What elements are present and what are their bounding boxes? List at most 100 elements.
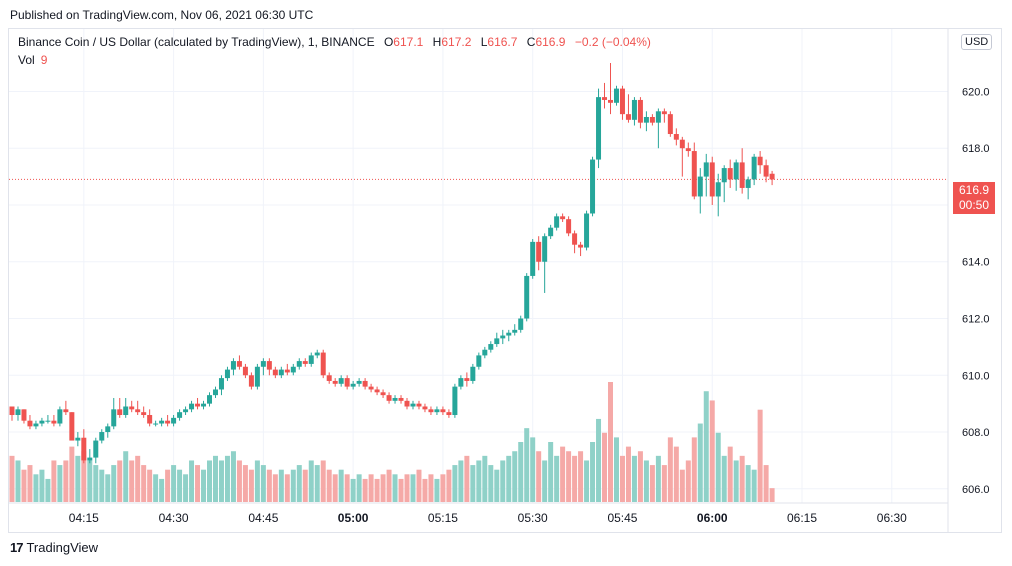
candle-body — [393, 398, 398, 401]
x-tick-label: 05:45 — [607, 511, 637, 525]
volume-bar — [153, 474, 158, 502]
candle-body — [135, 409, 140, 412]
volume-value: 9 — [41, 53, 48, 67]
volume-bar — [638, 451, 643, 502]
candle-body — [141, 412, 146, 415]
candle-body — [524, 276, 529, 319]
candle-body — [494, 338, 499, 344]
candle-body — [363, 381, 368, 387]
candle-body — [434, 409, 439, 412]
x-tick-label: 06:15 — [787, 511, 817, 525]
volume-bar — [512, 451, 517, 502]
candle-body — [590, 160, 595, 214]
x-tick-label: 05:30 — [518, 511, 548, 525]
volume-bar — [458, 460, 463, 502]
volume-bar — [369, 474, 374, 502]
candle-body — [357, 381, 362, 384]
volume-bar — [381, 474, 386, 502]
x-tick-label: 05:15 — [428, 511, 458, 525]
volume-bar — [566, 451, 571, 502]
volume-bar — [644, 460, 649, 502]
candle-body — [422, 406, 427, 409]
candle-body — [159, 421, 164, 424]
volume-bar — [159, 479, 164, 502]
volume-bar — [446, 470, 451, 502]
candlestick-chart[interactable]: 606.0608.0610.0612.0614.0616.0618.0620.0… — [0, 0, 1012, 534]
volume-bar — [716, 433, 721, 502]
volume-bar — [135, 456, 140, 502]
volume-bar — [261, 465, 266, 502]
volume-bar — [632, 456, 637, 502]
candle-body — [57, 409, 62, 423]
candle-body — [297, 361, 302, 367]
footer-brand[interactable]: 17 TradingView — [10, 540, 98, 555]
volume-bar — [770, 488, 775, 502]
volume-bar — [476, 460, 481, 502]
volume-bar — [752, 470, 757, 502]
candle-body — [303, 361, 308, 364]
volume-bar — [674, 447, 679, 502]
candle-body — [428, 409, 433, 412]
volume-bar — [422, 479, 427, 502]
candle-body — [213, 389, 218, 395]
volume-bar — [99, 470, 104, 502]
symbol-name[interactable]: Binance Coin / US Dollar (calculated by … — [18, 35, 375, 49]
candle-body — [728, 168, 733, 179]
volume-bar — [21, 470, 26, 502]
candle-body — [279, 370, 284, 376]
candle-body — [267, 361, 272, 370]
candle-body — [291, 367, 296, 373]
volume-bar — [219, 460, 224, 502]
volume-bar — [434, 479, 439, 502]
volume-bar — [614, 437, 619, 502]
candle-body — [572, 233, 577, 244]
volume-bar — [405, 474, 410, 502]
volume-bar — [327, 470, 332, 502]
candle-body — [405, 401, 410, 407]
volume-bar — [440, 474, 445, 502]
candle-body — [21, 409, 26, 420]
y-tick-label: 610.0 — [962, 370, 990, 382]
volume-bar — [494, 470, 499, 502]
candle-body — [111, 409, 116, 426]
volume-bar — [626, 447, 631, 502]
volume-bar — [237, 460, 242, 502]
candle-body — [458, 378, 463, 387]
candle-body — [758, 157, 763, 166]
volume-bar — [285, 474, 290, 502]
candle-body — [201, 404, 206, 407]
volume-bar — [668, 437, 673, 502]
candle-body — [698, 177, 703, 197]
candle-body — [39, 421, 44, 424]
candle-body — [183, 409, 188, 412]
volume-bar — [734, 460, 739, 502]
volume-bar — [548, 442, 553, 502]
candle-body — [33, 424, 38, 427]
brand-name: TradingView — [26, 540, 98, 555]
candle-body — [716, 182, 721, 196]
volume-bar — [177, 470, 182, 502]
candle-body — [464, 378, 469, 381]
currency-button[interactable]: USD — [961, 34, 992, 50]
candle-body — [255, 367, 260, 387]
candle-body — [626, 114, 631, 120]
y-tick-label: 620.0 — [962, 86, 990, 98]
candle-body — [674, 134, 679, 140]
x-tick-label: 04:45 — [248, 511, 278, 525]
candle-body — [399, 398, 404, 401]
volume-bar — [183, 474, 188, 502]
candle-body — [470, 367, 475, 381]
candle-body — [207, 395, 212, 404]
volume-bar — [315, 465, 320, 502]
candle-body — [345, 378, 350, 387]
candle-body — [620, 89, 625, 115]
volume-legend: Vol 9 — [18, 53, 47, 67]
candle-body — [117, 409, 122, 415]
candle-body — [225, 370, 230, 379]
x-tick-label: 04:30 — [159, 511, 189, 525]
tradingview-logo-icon: 17 — [10, 540, 22, 555]
volume-bar — [464, 456, 469, 502]
candle-body — [351, 384, 356, 387]
volume-bar — [333, 474, 338, 502]
candle-body — [644, 117, 649, 123]
